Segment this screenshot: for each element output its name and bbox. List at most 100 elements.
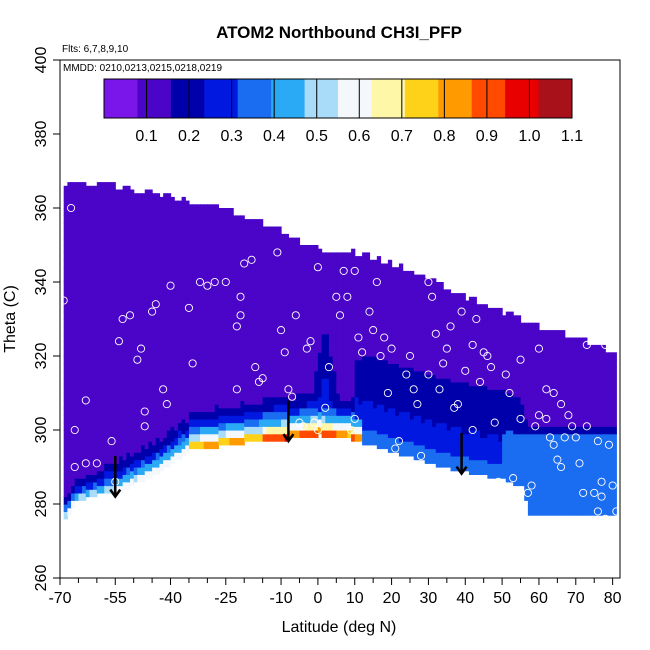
field-cell <box>152 237 157 246</box>
field-cell <box>273 241 278 250</box>
field-cell <box>148 448 153 457</box>
field-cell <box>82 433 87 442</box>
field-cell <box>491 381 496 390</box>
field-cell <box>524 359 529 368</box>
field-cell <box>111 330 116 339</box>
field-cell <box>457 307 463 316</box>
field-cell <box>185 237 190 246</box>
field-cell <box>71 248 76 257</box>
field-cell <box>362 407 367 416</box>
field-cell <box>200 426 205 435</box>
field-cell <box>328 370 334 379</box>
field-cell <box>461 359 466 368</box>
sample-point <box>380 333 389 342</box>
field-cell <box>303 356 308 364</box>
field-cell <box>240 319 245 327</box>
field-cell <box>351 396 356 405</box>
field-cell <box>89 481 94 490</box>
field-cell <box>424 352 430 361</box>
field-cell <box>270 278 275 287</box>
field-cell <box>181 374 186 383</box>
field-cell <box>402 389 407 398</box>
field-cell <box>137 230 142 239</box>
field-cell <box>402 293 407 302</box>
field-cell <box>340 274 345 283</box>
field-cell <box>159 433 164 442</box>
field-cell <box>211 330 216 339</box>
field-cell <box>590 344 595 353</box>
field-cell <box>292 282 297 290</box>
field-cell <box>107 426 113 435</box>
field-cell <box>406 337 411 346</box>
field-cell <box>111 189 116 198</box>
field-cell <box>461 330 466 339</box>
field-cell <box>211 278 216 287</box>
field-cell <box>531 344 536 353</box>
field-cell <box>347 304 352 313</box>
field-cell <box>413 333 418 342</box>
field-cell <box>480 311 485 320</box>
field-cell <box>196 411 201 420</box>
field-cell <box>380 307 385 316</box>
field-cell <box>126 267 131 276</box>
field-cell <box>251 330 256 339</box>
field-cell <box>317 300 323 309</box>
field-cell <box>85 326 91 335</box>
field-cell <box>568 507 573 516</box>
field-cell <box>118 256 124 265</box>
field-cell <box>406 300 411 309</box>
field-cell <box>328 326 334 335</box>
field-cell <box>166 415 172 424</box>
field-cell <box>281 359 286 368</box>
field-cell <box>85 215 91 224</box>
field-cell <box>67 226 72 235</box>
field-cell <box>214 256 220 265</box>
field-cell <box>67 337 72 346</box>
field-cell <box>281 307 286 316</box>
field-cell <box>118 433 124 442</box>
field-cell <box>546 455 551 464</box>
field-cell <box>100 204 105 213</box>
field-cell <box>270 256 275 265</box>
field-cell <box>170 455 175 464</box>
field-cell <box>605 418 610 427</box>
field-cell <box>557 485 562 494</box>
field-cell <box>527 455 533 464</box>
field-cell <box>494 367 500 376</box>
field-cell <box>292 304 297 313</box>
field-cell <box>472 385 477 394</box>
field-cell <box>236 356 242 364</box>
field-cell <box>531 374 536 383</box>
field-cell <box>557 418 562 427</box>
field-cell <box>67 248 72 257</box>
sample-point <box>335 311 345 320</box>
sample-point <box>151 300 160 309</box>
field-cell <box>332 252 337 261</box>
field-cell <box>63 289 68 298</box>
field-cell <box>284 285 290 294</box>
field-cell <box>284 367 290 376</box>
field-cell <box>155 200 161 209</box>
sample-point <box>159 385 168 394</box>
field-cell <box>387 422 393 431</box>
field-cell <box>211 233 216 242</box>
field-cell <box>395 348 400 357</box>
field-cell <box>306 259 312 268</box>
field-cell <box>152 333 157 342</box>
field-cell <box>63 385 68 394</box>
field-cell <box>89 193 94 202</box>
field-cell <box>255 263 260 272</box>
field-cell <box>133 282 138 290</box>
field-cell <box>579 411 584 420</box>
field-cell <box>159 211 164 220</box>
field-cell <box>601 492 606 501</box>
field-cell <box>553 330 558 339</box>
field-cell <box>211 204 216 213</box>
field-cell <box>443 378 448 387</box>
field-cell <box>284 337 290 346</box>
field-cell <box>233 356 238 364</box>
field-cell <box>251 233 256 242</box>
field-cell <box>391 356 396 364</box>
field-cell <box>255 352 260 361</box>
field-cell <box>100 352 105 361</box>
